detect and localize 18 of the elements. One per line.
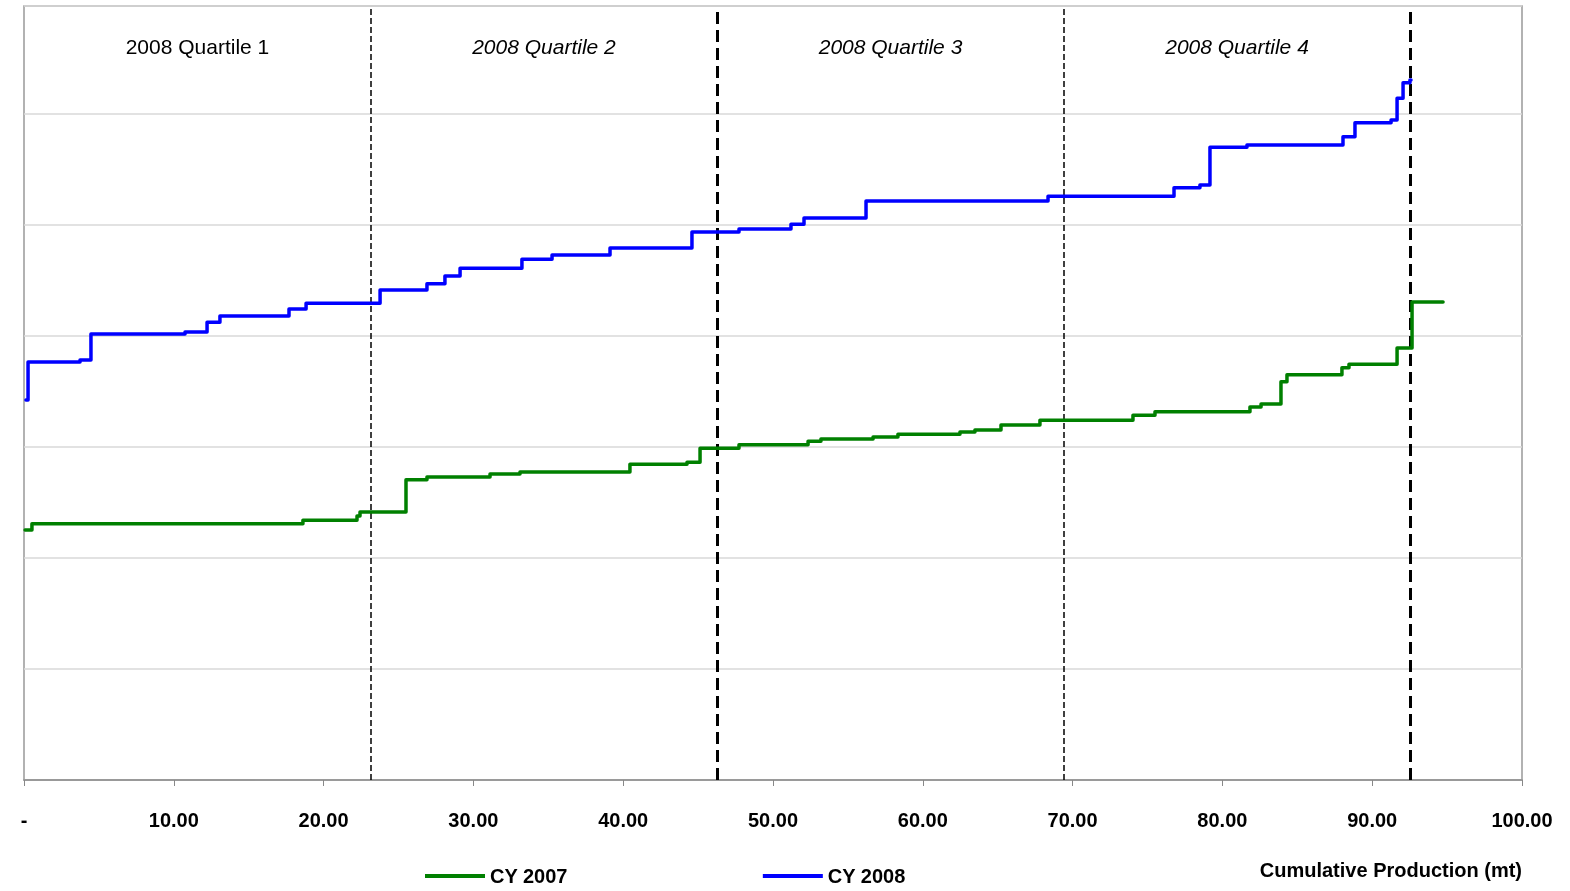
x-tick-label: 60.00 [897,809,948,831]
x-tick-label: 50.00 [747,809,799,831]
x-tick-label: 90.00 [1347,809,1398,831]
x-tick-label: 20.00 [298,809,349,831]
legend-label: CY 2008 [827,865,906,887]
x-tick-label: 100.00 [1491,809,1553,831]
x-tick-label: 30.00 [448,809,499,831]
x-tick-label: 10.00 [148,809,199,831]
x-tick-label: 70.00 [1047,809,1098,831]
x-tick-label: 80.00 [1197,809,1248,831]
x-tick-label: - [20,809,28,831]
x-axis-title: Cumulative Production (mt) [1259,859,1522,881]
x-tick-label: 40.00 [598,809,649,831]
text: 2008 Quartile 4 [1164,35,1309,58]
text: 2008 Quartile 1 [125,35,270,58]
text: 2008 Quartile 2 [471,35,617,58]
legend-label: CY 2007 [490,865,568,887]
text: 2008 Quartile 3 [817,35,963,58]
